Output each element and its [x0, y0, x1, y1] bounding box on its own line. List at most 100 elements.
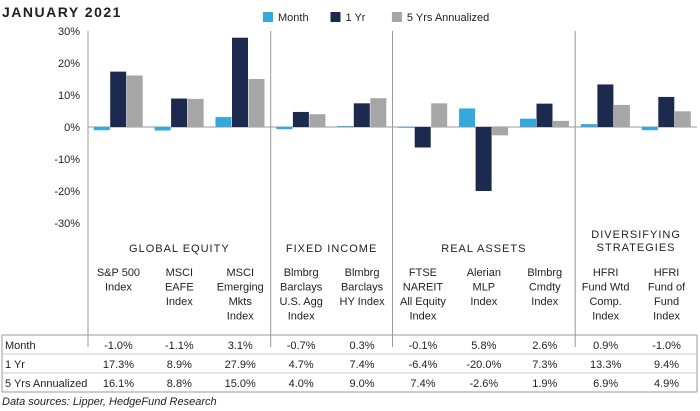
table-cell: 7.4% — [350, 359, 375, 371]
table-cell: 0.9% — [593, 340, 618, 352]
bar — [580, 124, 597, 127]
group-label: FIXED INCOME — [286, 243, 377, 255]
legend-swatch — [263, 12, 273, 22]
y-tick-label: -30% — [54, 218, 80, 230]
category-label: Alerian — [467, 267, 501, 279]
category-label: Blmbrg — [284, 267, 319, 279]
table-cell: -20.0% — [466, 359, 501, 371]
category-label: Fund — [654, 296, 679, 308]
table-cell: 17.3% — [103, 359, 134, 371]
bar — [154, 127, 171, 131]
bar — [492, 127, 509, 136]
table-cell: 1.9% — [532, 378, 557, 390]
table-cell: 3.1% — [228, 340, 253, 352]
bar — [232, 37, 248, 127]
category-label: MSCI — [227, 267, 255, 279]
bar — [459, 108, 476, 127]
y-tick-label: 20% — [58, 58, 80, 70]
legend-swatch — [330, 12, 341, 22]
table-cell: 6.9% — [593, 378, 618, 390]
category-label: HFRI — [593, 267, 619, 279]
table-row-label: 5 Yrs Annualized — [5, 378, 87, 390]
category-label: Index — [470, 296, 497, 308]
category-label: MSCI — [166, 267, 194, 279]
bar — [309, 114, 326, 127]
legend-label: 1 Yr — [346, 12, 366, 24]
bar — [674, 111, 691, 127]
bar — [93, 127, 110, 131]
legend-swatch — [391, 12, 402, 22]
table-cell: 7.3% — [532, 359, 557, 371]
table-cell: 4.7% — [289, 359, 314, 371]
bar — [398, 127, 415, 128]
table-cell: 13.3% — [590, 359, 621, 371]
bar — [536, 103, 553, 127]
y-tick-label: 30% — [58, 26, 80, 38]
bar — [520, 118, 536, 127]
category-label: Index — [288, 311, 315, 323]
bar — [613, 104, 630, 127]
bar — [187, 98, 204, 127]
chart-title: JANUARY 2021 — [2, 4, 122, 20]
group-label: DIVERSIFYING — [591, 229, 681, 241]
legend-label: 5 Yrs Annualized — [407, 12, 489, 24]
category-label: Emerging — [217, 282, 264, 294]
category-label: U.S. Agg — [279, 296, 322, 308]
category-label: EAFE — [165, 282, 194, 294]
bar — [171, 98, 188, 127]
y-tick-label: -20% — [54, 186, 80, 198]
y-tick-label: 0% — [64, 122, 80, 134]
group-label: REAL ASSETS — [441, 243, 526, 255]
bar — [292, 111, 309, 127]
y-tick-label: 10% — [58, 90, 80, 102]
category-label: Mkts — [229, 296, 253, 308]
bar — [126, 75, 143, 127]
bar — [431, 103, 448, 127]
category-label: Barclays — [341, 282, 384, 294]
table-cell: -6.4% — [409, 359, 438, 371]
table-cell: 16.1% — [103, 378, 134, 390]
bar — [475, 127, 492, 191]
category-label: Index — [227, 311, 254, 323]
category-label: Fund Wtd — [582, 282, 630, 294]
bar — [658, 96, 675, 127]
bar — [414, 127, 431, 148]
legend: Month 1 Yr 5 Yrs Annualized — [263, 12, 489, 24]
table-cell: 9.0% — [350, 378, 375, 390]
table-cell: 15.0% — [225, 378, 256, 390]
category-label: Index — [531, 296, 558, 308]
group-label: STRATEGIES — [597, 242, 676, 254]
category-label: HY Index — [340, 296, 386, 308]
bar — [370, 98, 387, 127]
category-label: NAREIT — [403, 282, 444, 294]
category-label: Blmbrg — [527, 267, 562, 279]
group-label: GLOBAL EQUITY — [129, 243, 230, 255]
table-cell: 0.3% — [350, 340, 375, 352]
category-label: Blmbrg — [345, 267, 380, 279]
table-cell: 7.4% — [410, 378, 435, 390]
bar — [248, 79, 265, 127]
category-label: All Equity — [400, 296, 446, 308]
bar — [353, 103, 370, 127]
data-source-note: Data sources: Lipper, HedgeFund Research — [2, 396, 217, 408]
table-row-label: Month — [5, 340, 36, 352]
category-label: Fund of — [648, 282, 686, 294]
table-cell: -0.1% — [409, 340, 438, 352]
table-cell: -1.1% — [165, 340, 194, 352]
bar — [110, 71, 127, 127]
bars — [93, 37, 691, 191]
table-cell: -1.0% — [104, 340, 133, 352]
category-label: Cmdty — [529, 282, 561, 294]
legend-label: Month — [278, 12, 309, 24]
table-row-label: 1 Yr — [5, 359, 25, 371]
category-label: FTSE — [409, 267, 437, 279]
category-label: S&P 500 — [97, 267, 140, 279]
table-cell: 8.8% — [167, 378, 192, 390]
table-cell: -2.6% — [469, 378, 498, 390]
table-cell: -0.7% — [287, 340, 316, 352]
bar — [215, 117, 232, 127]
bar — [276, 127, 293, 130]
category-labels: S&P 500 Index MSCI EAFE Index MSCI Emerging Mkt… — [97, 267, 686, 323]
group-labels: GLOBAL EQUITY FIXED INCOME REAL ASSETS DIVE… — [129, 229, 681, 255]
